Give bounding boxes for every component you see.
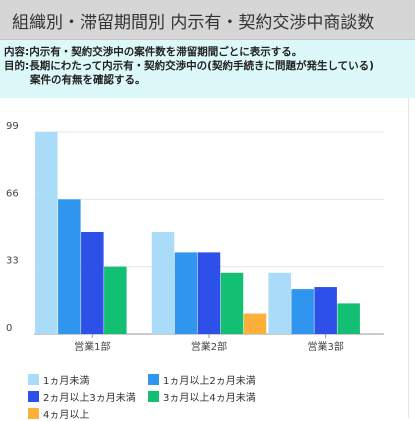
legend-swatch: [28, 391, 39, 402]
x-tick-label: 営業3部: [307, 340, 343, 353]
legend-label: 3ヵ月以上4ヵ月未満: [163, 393, 256, 404]
x-tick-label: 営業1部: [74, 340, 110, 353]
legend-swatch: [148, 374, 159, 385]
bar: [174, 252, 198, 334]
legend-item[interactable]: 4ヵ月以上: [28, 406, 89, 421]
bar: [314, 287, 337, 334]
legend-label: 4ヵ月以上: [43, 410, 90, 421]
bar: [197, 252, 221, 334]
x-tick-label: 営業2部: [191, 340, 227, 353]
legend-item[interactable]: 1ヵ月以上2ヵ月未満: [148, 372, 256, 387]
legend-item[interactable]: 2ヵ月以上3ヵ月未満: [28, 389, 136, 404]
y-tick-label: 99: [6, 121, 19, 132]
y-tick-label: 66: [6, 188, 19, 199]
y-tick-label: 33: [6, 256, 19, 267]
legend-swatch: [28, 408, 39, 419]
bar: [291, 289, 314, 334]
legend-label: 1ヵ月以上2ヵ月未満: [163, 376, 256, 387]
legend-item[interactable]: 3ヵ月以上4ヵ月未満: [148, 389, 256, 404]
bar: [243, 313, 267, 334]
bar: [81, 231, 104, 334]
legend-item[interactable]: 1ヵ月未満: [28, 372, 89, 387]
panel-divider: [408, 98, 409, 418]
description-purpose-cont: 案件の有無を確認する。: [30, 74, 146, 86]
y-tick-label: 0: [6, 323, 12, 334]
bar: [337, 303, 360, 334]
legend-swatch: [148, 391, 159, 402]
page-title: 組織別・滞留期間別 内示有・契約交渉中商談数: [12, 13, 375, 33]
legend-label: 1ヵ月未満: [43, 376, 90, 387]
bar: [151, 231, 175, 334]
page-header: 組織別・滞留期間別 内示有・契約交渉中商談数: [0, 0, 415, 40]
bar: [58, 199, 81, 334]
description-purpose: 目的:長期にわたって内示有・契約交渉中の(契約手続きに問題が発生している): [4, 60, 374, 72]
description-panel: 内容:内示有・契約交渉中の案件数を滞留期間ごとに表示する。 目的:長期にわたって…: [0, 40, 415, 98]
bar: [268, 272, 291, 334]
bar: [220, 272, 244, 334]
description-content: 内容:内示有・契約交渉中の案件数を滞留期間ごとに表示する。: [4, 46, 303, 58]
bar-chart: 0 33 66 99 営業1部 営業2部 営業3部: [6, 121, 384, 353]
legend-swatch: [28, 374, 39, 385]
bar: [104, 266, 127, 334]
bar: [35, 132, 58, 334]
legend-label: 2ヵ月以上3ヵ月未満: [43, 393, 136, 404]
